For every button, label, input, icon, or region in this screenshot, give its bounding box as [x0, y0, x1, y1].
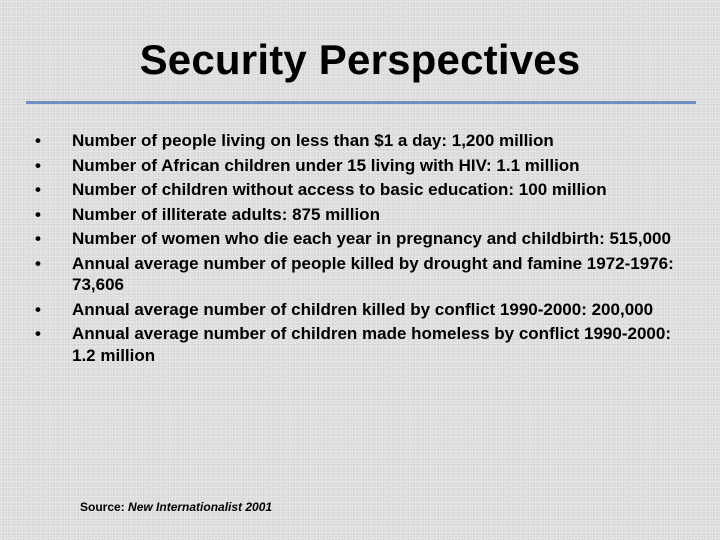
bullet-text: Annual average number of children killed…: [72, 299, 654, 319]
bullet-dot-icon: •: [35, 204, 41, 224]
bullet-dot-icon: •: [35, 253, 41, 273]
bullet-item: • Number of illiterate adults: 875 milli…: [30, 204, 690, 226]
bullet-text: Annual average number of people killed b…: [72, 253, 674, 295]
bullet-list: • Number of people living on less than $…: [30, 130, 690, 369]
bullet-text: Number of children without access to bas…: [72, 180, 607, 199]
title-underline: [26, 101, 696, 104]
bullet-text: Number of people living on less than $1 …: [72, 131, 554, 150]
bullet-item: • Number of people living on less than $…: [30, 130, 690, 152]
bullet-dot-icon: •: [35, 324, 41, 343]
bullet-dot-icon: •: [35, 299, 41, 319]
slide-title: Security Perspectives: [139, 36, 581, 83]
source-label: Source:: [80, 500, 125, 514]
bullet-text: Number of African children under 15 livi…: [72, 155, 580, 175]
bullet-text: Annual average number of children made h…: [72, 324, 671, 365]
bullet-dot-icon: •: [35, 180, 41, 199]
bullet-item: • Annual average number of children kill…: [30, 299, 690, 321]
bullet-item: • Number of children without access to b…: [30, 179, 690, 201]
source-publication: New Internationalist 2001: [128, 500, 273, 514]
bullet-dot-icon: •: [35, 155, 41, 175]
source-citation: Source: New Internationalist 2001: [80, 500, 272, 514]
bullet-dot-icon: •: [35, 131, 41, 150]
bullet-item: • Annual average number of people killed…: [30, 253, 690, 296]
bullet-text: Number of women who die each year in pre…: [72, 229, 671, 248]
bullet-dot-icon: •: [35, 229, 41, 248]
bullet-text: Number of illiterate adults: 875 million: [72, 204, 380, 224]
bullet-item: • Number of women who die each year in p…: [30, 228, 690, 250]
bullet-item: • Annual average number of children made…: [30, 323, 690, 366]
bullet-item: • Number of African children under 15 li…: [30, 155, 690, 177]
